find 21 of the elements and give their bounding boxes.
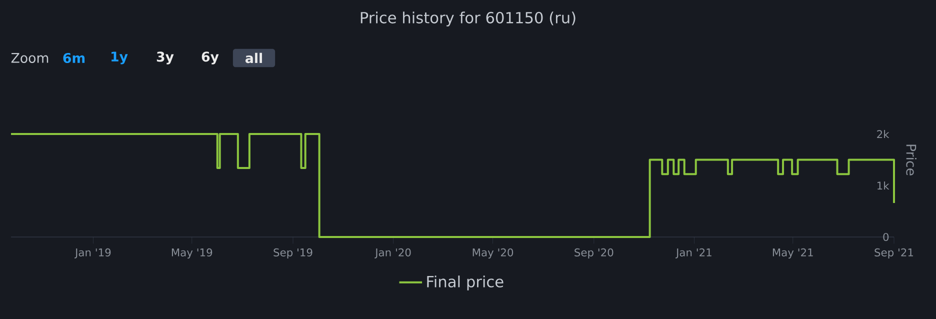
text: Zoom xyxy=(11,53,48,63)
legend-label: Final price xyxy=(427,276,504,290)
text: 3y xyxy=(156,52,174,64)
x-tick-label: Jan '20 xyxy=(374,248,411,258)
x-tick-label: May '21 xyxy=(772,248,813,259)
x-tick-label: Jan '19 xyxy=(74,248,111,258)
x-tick-label: Sep '21 xyxy=(874,248,913,259)
text: all xyxy=(246,52,262,64)
text: 6m xyxy=(63,52,85,64)
y-axis-title: Price xyxy=(906,144,917,176)
x-tick-label: Sep '20 xyxy=(574,248,614,259)
x-tick-label: May '20 xyxy=(472,248,514,259)
x-tick-label: Sep '19 xyxy=(274,248,312,259)
x-tick-label: Jan '21 xyxy=(676,248,712,258)
x-tick-label: May '19 xyxy=(172,248,212,259)
chart-title: Price history for 601150 (ru) xyxy=(360,12,576,26)
y-tick-label: 1k xyxy=(878,181,890,190)
y-tick-label: 0 xyxy=(883,232,889,242)
text: 6y xyxy=(202,52,219,64)
text: 1y xyxy=(112,52,128,64)
y-tick-label: 2k xyxy=(877,130,890,138)
